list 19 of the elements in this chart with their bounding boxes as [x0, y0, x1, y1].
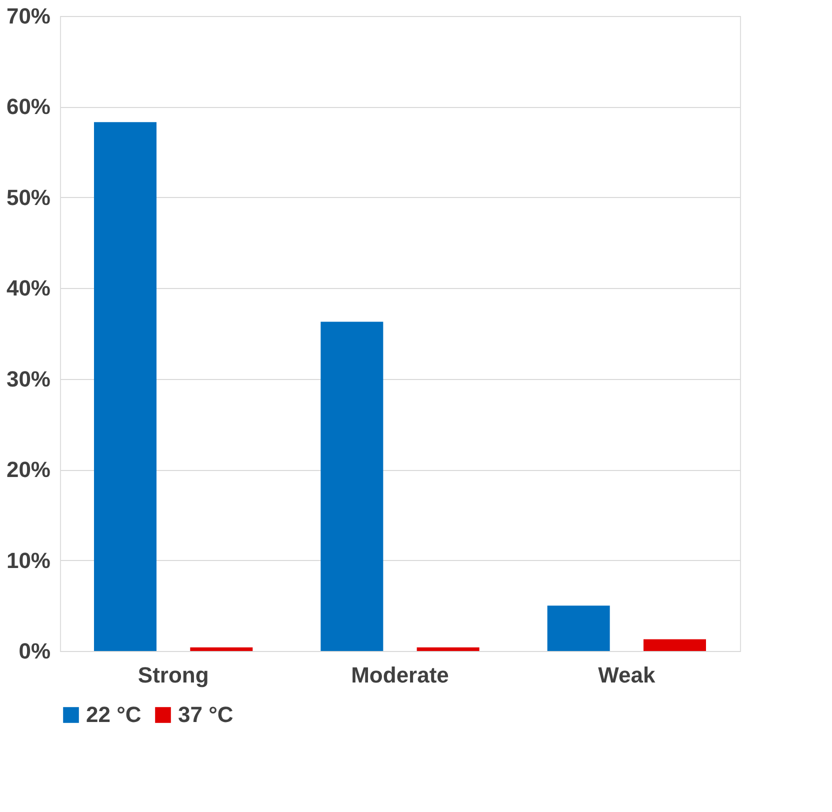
bar [643, 639, 706, 651]
y-tick-label: 60% [6, 94, 50, 120]
y-tick-label: 50% [6, 184, 50, 210]
bar [547, 606, 610, 651]
bar [416, 647, 480, 651]
bar [320, 322, 384, 651]
x-tick-label: Moderate [351, 662, 449, 688]
y-tick-label: 30% [6, 366, 50, 392]
y-tick-label: 40% [6, 276, 50, 301]
bar [94, 122, 157, 651]
y-tick-label: 0% [18, 638, 50, 664]
legend-label: 22 °C [86, 702, 142, 727]
legend-label: 37 °C [178, 702, 234, 727]
x-tick-label: Strong [138, 662, 209, 688]
bar [190, 647, 253, 651]
x-tick-label: Weak [598, 662, 656, 688]
y-tick-label: 20% [6, 457, 50, 482]
y-tick-label: 70% [6, 4, 50, 28]
y-tick-label: 10% [6, 548, 50, 573]
